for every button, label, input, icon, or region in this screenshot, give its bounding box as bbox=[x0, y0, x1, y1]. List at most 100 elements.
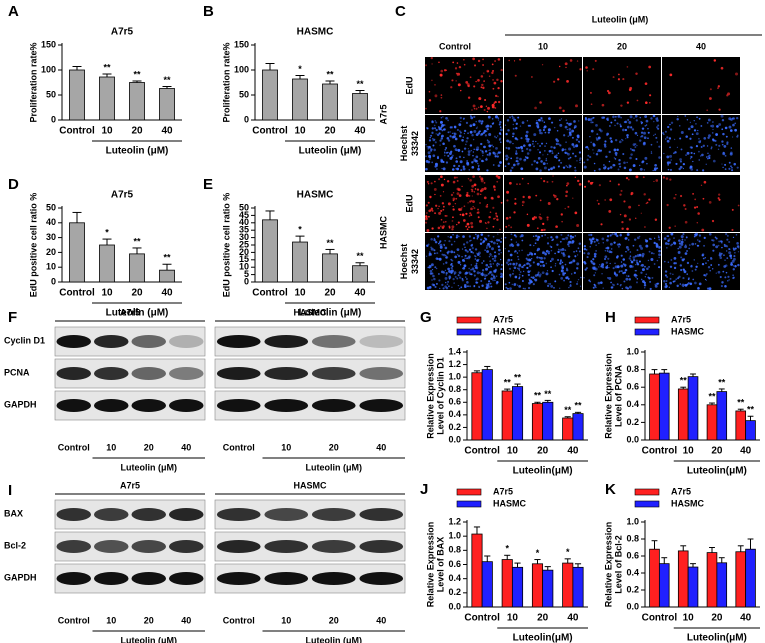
cell-dot bbox=[433, 277, 436, 281]
cell-dot bbox=[458, 165, 461, 168]
cell-dot bbox=[604, 249, 607, 252]
cell-dot bbox=[573, 120, 576, 123]
group-label: HASMC bbox=[294, 480, 327, 490]
cell-dot bbox=[497, 58, 501, 61]
blot-band bbox=[359, 572, 404, 585]
cell-dot bbox=[612, 267, 615, 270]
cell-dot bbox=[493, 256, 496, 258]
cell-dot bbox=[482, 86, 485, 90]
cell-dot bbox=[466, 160, 469, 163]
cell-dot bbox=[558, 273, 561, 276]
row-label: BAX bbox=[4, 508, 23, 518]
cell-dot bbox=[456, 248, 460, 252]
cell-dot bbox=[642, 160, 644, 162]
cell-dot bbox=[556, 129, 559, 132]
cell-dot bbox=[456, 277, 459, 280]
cell-dot bbox=[489, 270, 493, 274]
row-label: PCNA bbox=[4, 367, 30, 377]
cell-dot bbox=[724, 154, 727, 157]
cell-dot bbox=[500, 80, 503, 83]
y-tick-label: 0.4 bbox=[448, 409, 461, 419]
cell-dot bbox=[512, 270, 515, 272]
cell-dot bbox=[623, 161, 626, 164]
cell-dot bbox=[617, 183, 620, 186]
cell-dot bbox=[705, 279, 708, 282]
cell-dot bbox=[517, 258, 520, 261]
cell-dot bbox=[425, 255, 428, 257]
bar bbox=[159, 88, 175, 121]
cell-dot bbox=[653, 241, 656, 245]
cell-dot bbox=[569, 156, 572, 159]
cell-dot bbox=[542, 264, 546, 267]
cell-dot bbox=[698, 240, 701, 243]
lane-label: 40 bbox=[376, 442, 386, 452]
x-tick-label: 10 bbox=[683, 446, 695, 457]
cell-dot bbox=[487, 266, 490, 269]
cell-dot bbox=[674, 280, 676, 282]
cell-dot bbox=[505, 132, 508, 136]
significance-label: ** bbox=[680, 376, 688, 386]
cell-dot bbox=[663, 237, 667, 240]
cell-dot bbox=[527, 270, 531, 274]
x-tick-label: 10 bbox=[683, 613, 695, 624]
cell-dot bbox=[609, 137, 612, 140]
y-tick-label: 40 bbox=[239, 217, 249, 227]
cell-dot bbox=[679, 165, 683, 169]
cell-dot bbox=[721, 143, 724, 146]
y-axis-label: Relative Expression bbox=[603, 522, 613, 608]
cell-dot bbox=[586, 158, 589, 161]
x-tick-label: Control bbox=[464, 613, 500, 624]
cell-dot bbox=[518, 264, 522, 268]
cell-dot bbox=[567, 243, 570, 246]
cell-dot bbox=[492, 69, 494, 72]
cell-dot bbox=[513, 211, 516, 214]
y-axis-label: Relative Expression bbox=[603, 353, 613, 439]
cell-dot bbox=[667, 261, 670, 263]
cell-dot bbox=[426, 229, 430, 233]
cell-dot bbox=[644, 115, 648, 118]
cell-dot bbox=[515, 127, 518, 130]
cell-dot bbox=[527, 182, 529, 185]
cell-dot bbox=[717, 244, 720, 247]
cell-dot bbox=[565, 194, 568, 198]
cell-dot bbox=[550, 145, 553, 149]
cell-dot bbox=[464, 254, 467, 257]
cell-dot bbox=[547, 202, 551, 205]
cell-dot bbox=[654, 163, 657, 167]
cell-dot bbox=[557, 143, 560, 145]
cell-dot bbox=[542, 129, 545, 132]
cell-dot bbox=[648, 198, 651, 201]
cell-dot bbox=[468, 271, 471, 274]
cell-dot bbox=[724, 259, 726, 261]
cell-dot bbox=[731, 169, 734, 172]
cell-dot bbox=[568, 286, 570, 289]
chart-title: HASMC bbox=[297, 27, 334, 38]
cell-dot bbox=[547, 252, 550, 255]
cell-dot bbox=[737, 251, 740, 253]
cell-dot bbox=[628, 285, 632, 289]
cell-dot bbox=[552, 166, 556, 169]
cell-dot bbox=[491, 247, 494, 251]
cell-dot bbox=[683, 270, 687, 274]
cell-dot bbox=[492, 206, 495, 209]
cell-dot bbox=[431, 79, 433, 82]
cell-dot bbox=[426, 212, 428, 214]
cell-dot bbox=[541, 119, 544, 122]
cell-dot bbox=[590, 129, 594, 133]
error-bar bbox=[718, 557, 725, 563]
cell-dot bbox=[610, 248, 613, 250]
cell-dot bbox=[446, 151, 448, 154]
bar bbox=[706, 404, 718, 441]
cell-dot bbox=[645, 239, 649, 243]
cell-dot bbox=[494, 258, 496, 260]
cell-dot bbox=[507, 156, 510, 159]
cell-dot bbox=[643, 169, 645, 171]
cell-dot bbox=[505, 286, 508, 289]
cell-dot bbox=[608, 160, 611, 163]
error-bar bbox=[709, 402, 715, 405]
panel-letter: I bbox=[8, 482, 12, 499]
cell-dot bbox=[565, 236, 569, 240]
cell-dot bbox=[471, 165, 475, 169]
cell-dot bbox=[430, 182, 433, 185]
bar bbox=[677, 550, 689, 608]
